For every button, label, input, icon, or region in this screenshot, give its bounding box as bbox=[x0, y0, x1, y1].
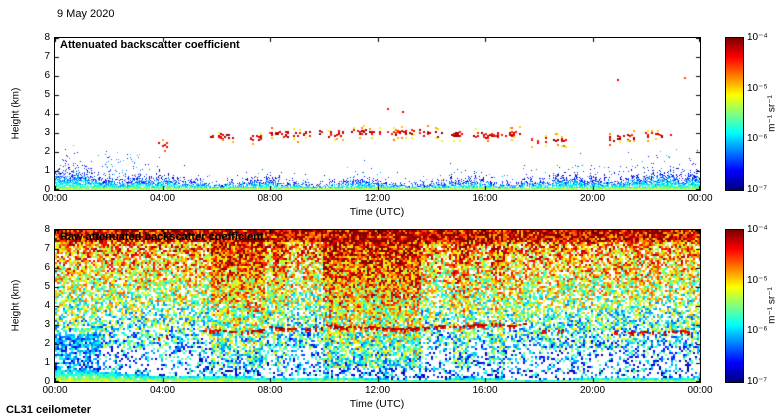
y-tick-label: 8 bbox=[44, 32, 50, 43]
x-tick-label: 00:00 bbox=[687, 385, 713, 396]
y-axis-label-panel2: Height (km) bbox=[10, 279, 22, 332]
x-axis-label-panel1: Time (UTC) bbox=[349, 206, 405, 218]
y-tick-label: 2 bbox=[44, 338, 50, 349]
raw-backscatter-heatmap bbox=[55, 230, 700, 382]
x-tick-label: 16:00 bbox=[472, 193, 498, 204]
x-tick-label: 16:00 bbox=[472, 385, 498, 396]
y-tick-label: 4 bbox=[44, 300, 50, 311]
colorbar-tick-label: 10⁻⁷ bbox=[747, 184, 768, 195]
colorbar-tick-label: 10⁻⁵ bbox=[747, 82, 768, 94]
panel1-title: Attenuated backscatter coefficient bbox=[60, 39, 240, 51]
x-tick-label: 00:00 bbox=[42, 193, 68, 204]
colorbar-tick-label: 10⁻⁶ bbox=[747, 133, 768, 145]
colorbar-tick-label: 10⁻⁶ bbox=[747, 325, 768, 337]
x-tick-label: 08:00 bbox=[257, 193, 283, 204]
colorbar-panel2 bbox=[725, 229, 744, 383]
y-axis-label-panel1: Height (km) bbox=[10, 87, 22, 140]
colorbar-tick-label: 10⁻⁷ bbox=[747, 376, 768, 387]
y-tick-label: 2 bbox=[44, 146, 50, 157]
y-tick-label: 5 bbox=[44, 281, 50, 292]
colorbar2-gradient bbox=[726, 230, 743, 382]
x-tick-label: 04:00 bbox=[149, 193, 176, 204]
y-tick-label: 6 bbox=[44, 262, 50, 273]
x-tick-label: 20:00 bbox=[579, 385, 606, 396]
x-tick-label: 00:00 bbox=[687, 193, 713, 204]
y-tick-label: 0 bbox=[44, 184, 50, 195]
y-tick-label: 1 bbox=[44, 165, 50, 176]
panel2-title: Raw attenuated backscatter coefficient bbox=[60, 231, 264, 243]
y-tick-label: 0 bbox=[44, 376, 50, 387]
y-tick-label: 7 bbox=[44, 51, 50, 62]
x-tick-label: 08:00 bbox=[257, 385, 283, 396]
x-tick-label: 20:00 bbox=[579, 193, 606, 204]
colorbar-tick-label: 10⁻⁵ bbox=[747, 274, 768, 286]
x-tick-label: 04:00 bbox=[149, 385, 176, 396]
x-axis-label-panel2: Time (UTC) bbox=[349, 398, 405, 410]
y-tick-label: 1 bbox=[44, 357, 50, 368]
y-tick-label: 8 bbox=[44, 224, 50, 235]
panel-attenuated-backscatter: Attenuated backscatter coefficient bbox=[54, 37, 701, 191]
y-tick-label: 3 bbox=[44, 127, 50, 138]
y-tick-label: 3 bbox=[44, 319, 50, 330]
instrument-label: CL31 ceilometer bbox=[6, 404, 91, 416]
y-tick-label: 7 bbox=[44, 243, 50, 254]
colorbar-tick-label: 10⁻⁴ bbox=[747, 224, 768, 235]
panel-raw-backscatter: Raw attenuated backscatter coefficient bbox=[54, 229, 701, 383]
y-tick-label: 6 bbox=[44, 70, 50, 81]
colorbar-panel1 bbox=[725, 37, 744, 191]
colorbar-tick-label: 10⁻⁴ bbox=[747, 32, 768, 43]
x-tick-label: 12:00 bbox=[364, 385, 391, 396]
x-tick-label: 00:00 bbox=[42, 385, 68, 396]
attenuated-backscatter-heatmap bbox=[55, 38, 700, 190]
y-tick-label: 4 bbox=[44, 108, 50, 119]
colorbar1-gradient bbox=[726, 38, 743, 190]
colorbar2-unit-label: m⁻¹ sr⁻¹ bbox=[766, 287, 778, 324]
date-label: 9 May 2020 bbox=[57, 8, 115, 20]
colorbar1-unit-label: m⁻¹ sr⁻¹ bbox=[766, 95, 778, 132]
x-tick-label: 12:00 bbox=[364, 193, 391, 204]
y-tick-label: 5 bbox=[44, 89, 50, 100]
